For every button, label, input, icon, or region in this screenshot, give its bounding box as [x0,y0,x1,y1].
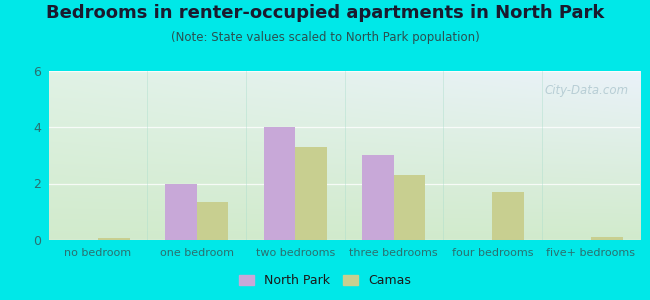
Bar [394,175,425,240]
Bar [165,184,196,240]
Legend: North Park, Camas: North Park, Camas [234,269,416,292]
Text: City-Data.com: City-Data.com [544,84,629,97]
Bar [493,192,524,240]
Text: Bedrooms in renter-occupied apartments in North Park: Bedrooms in renter-occupied apartments i… [46,4,605,22]
Text: (Note: State values scaled to North Park population): (Note: State values scaled to North Park… [170,32,480,44]
Bar [295,147,327,240]
Bar [591,237,623,240]
Bar [362,155,394,240]
Bar [98,238,129,240]
Bar [196,202,228,240]
Bar [264,127,295,240]
